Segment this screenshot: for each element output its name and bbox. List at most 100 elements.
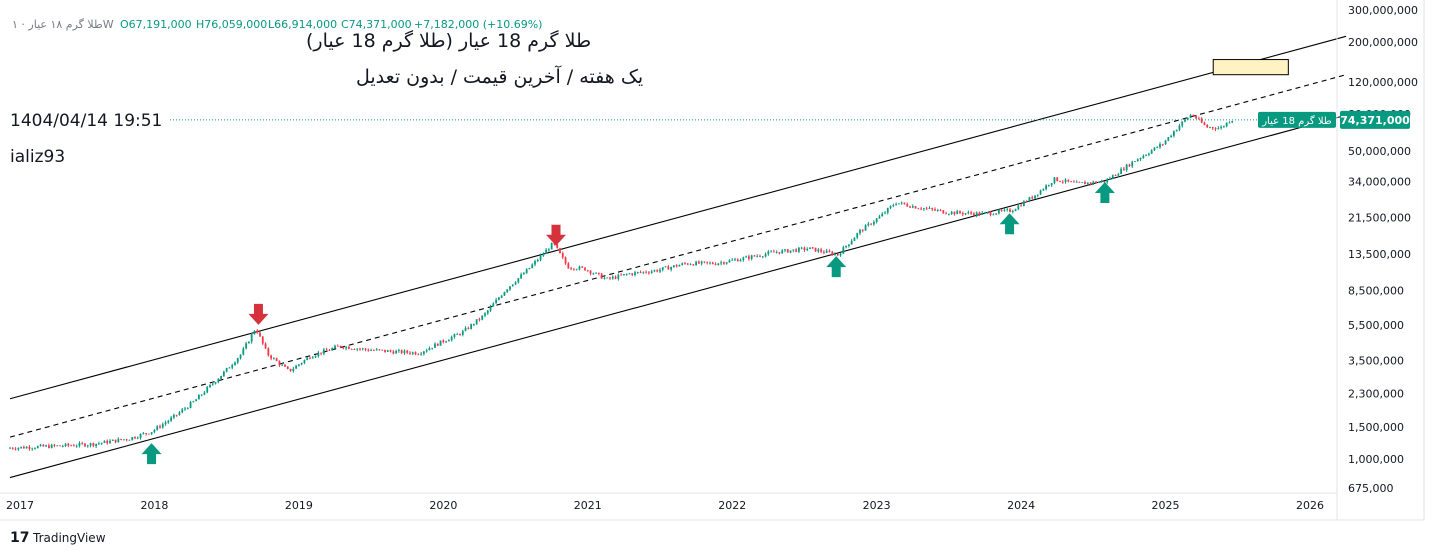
candle: [989, 210, 992, 217]
candle: [678, 264, 681, 267]
candle: [122, 439, 125, 441]
candle: [342, 346, 345, 350]
candle: [64, 443, 67, 447]
y-tick-label: 300,000,000: [1348, 4, 1418, 17]
candle: [706, 261, 709, 265]
candle: [611, 275, 614, 280]
candle: [275, 357, 278, 362]
symbol-badge: [1258, 111, 1336, 128]
candle: [1120, 167, 1123, 175]
x-tick-label: 2020: [429, 499, 457, 512]
candle: [175, 414, 178, 417]
up-arrow-icon[interactable]: [141, 443, 162, 465]
candle: [917, 207, 920, 210]
candle: [775, 250, 778, 254]
candle: [972, 211, 975, 217]
arrows: [141, 181, 1115, 465]
candle: [1028, 196, 1031, 203]
candle: [245, 341, 248, 350]
candle: [806, 247, 809, 252]
candle: [61, 444, 64, 448]
candle: [195, 398, 198, 402]
candle: [247, 341, 250, 344]
price-axis[interactable]: 1,000,000 1,500,000 2,300,000 3,500,000 5,50…: [1348, 4, 1418, 495]
candle: [189, 400, 192, 409]
up-arrow-icon[interactable]: [826, 256, 847, 278]
candle: [1122, 166, 1125, 171]
candle: [142, 431, 145, 435]
channel-upper-line[interactable]: [9, 35, 1347, 400]
ohlc-symbol: طلا گرم ۱۸ عیار · ۱W: [12, 18, 114, 31]
timestamp-label: 1404/04/14 19:51: [10, 111, 162, 131]
candle: [439, 340, 442, 346]
candle: [745, 255, 748, 258]
candle: [309, 356, 311, 360]
candle: [1064, 178, 1067, 184]
channel-lower-line[interactable]: [9, 114, 1347, 479]
candle: [475, 319, 478, 325]
down-arrow-icon[interactable]: [248, 303, 269, 325]
candle: [1203, 121, 1206, 126]
candle: [445, 340, 448, 344]
candle: [906, 202, 909, 207]
candle: [659, 267, 661, 274]
highlight-box[interactable]: [1212, 59, 1289, 76]
channel-mid-line[interactable]: [9, 74, 1347, 438]
tradingview-logo[interactable]: 17 TradingView: [10, 530, 106, 546]
candle: [509, 286, 511, 291]
up-arrow-icon[interactable]: [1094, 181, 1115, 203]
candle: [481, 315, 484, 321]
candle: [689, 263, 692, 266]
candle: [97, 441, 100, 446]
candle: [297, 364, 300, 367]
candle: [411, 351, 414, 356]
candle: [964, 213, 967, 216]
candle: [861, 228, 864, 233]
y-tick-label: 13,500,000: [1348, 248, 1411, 261]
candle: [628, 272, 631, 275]
candle: [422, 351, 425, 356]
candle: [1036, 194, 1039, 198]
candle: [1139, 157, 1142, 162]
candle: [517, 278, 520, 284]
candle: [789, 250, 792, 254]
candle: [372, 349, 375, 352]
candle: [1209, 126, 1211, 129]
down-arrow-icon[interactable]: [546, 224, 566, 246]
candle: [753, 255, 756, 257]
candle: [695, 260, 698, 266]
candle: [153, 429, 156, 434]
candle: [872, 220, 875, 226]
candle: [1206, 124, 1209, 128]
candle: [1025, 200, 1028, 203]
candle: [339, 345, 342, 348]
candle: [714, 262, 717, 266]
candle: [414, 351, 417, 356]
up-arrow-icon[interactable]: [999, 213, 1020, 235]
candle: [1084, 180, 1086, 185]
candle: [503, 291, 506, 296]
candle: [261, 336, 264, 345]
candle: [639, 270, 642, 274]
candle: [1197, 116, 1200, 120]
candle: [1111, 174, 1114, 180]
candle: [75, 444, 78, 448]
candle: [925, 206, 928, 210]
candle: [828, 249, 831, 253]
candle: [22, 445, 25, 449]
candle: [250, 332, 253, 344]
candle: [647, 270, 650, 275]
candle: [39, 443, 42, 447]
candle: [606, 277, 609, 279]
candle: [311, 356, 314, 359]
candle: [711, 261, 714, 265]
time-axis[interactable]: 2017 2018 2019 2020 2021 2022 2023 2024 2025 2026: [6, 499, 1324, 512]
candle: [914, 205, 917, 209]
candle: [206, 385, 209, 394]
candle: [434, 342, 436, 348]
candle: [809, 247, 811, 250]
candle: [134, 436, 136, 440]
candle: [45, 444, 48, 448]
candle: [556, 243, 559, 249]
candle: [986, 212, 989, 214]
